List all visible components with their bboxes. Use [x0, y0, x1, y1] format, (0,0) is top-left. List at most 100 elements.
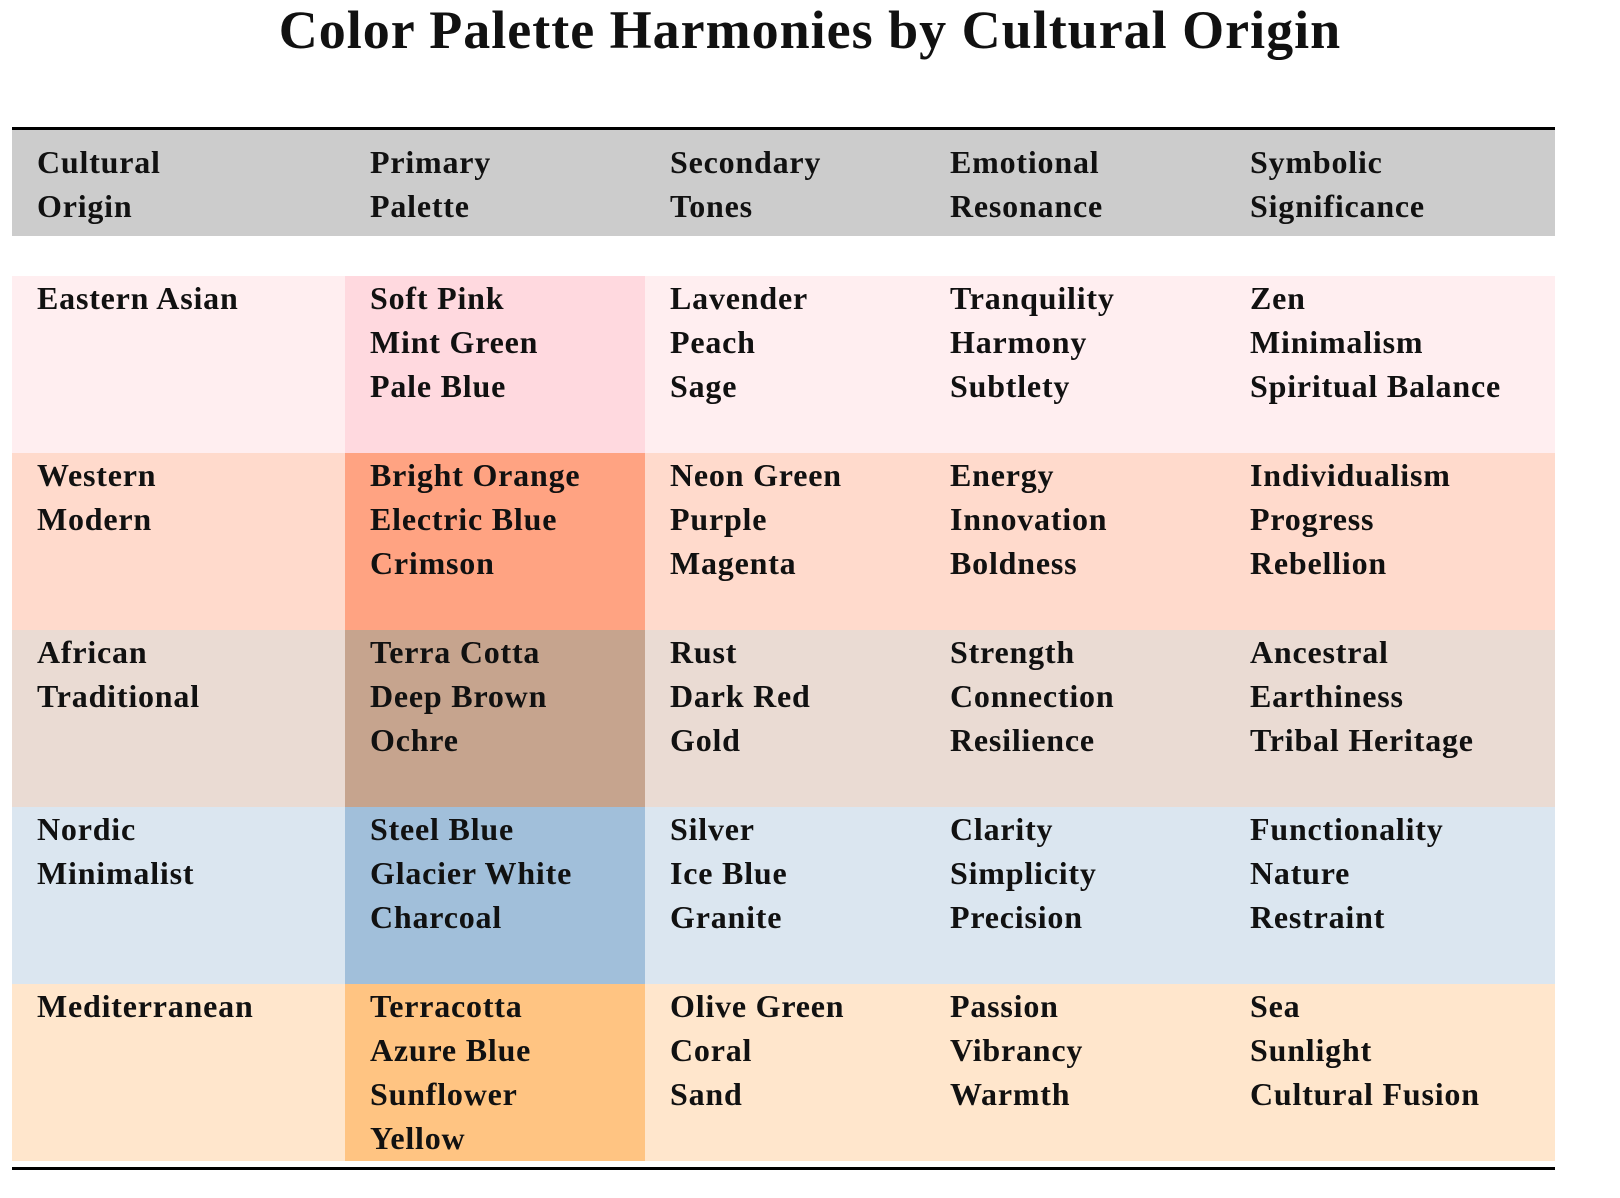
cell-item: Sage	[670, 368, 738, 404]
cell-item: Warmth	[950, 1076, 1071, 1112]
cell-item: Neon Green	[670, 457, 842, 493]
cell-item: Energy	[950, 457, 1055, 493]
header-text: Secondary Tones	[670, 144, 822, 224]
cell: Steel Blue Glacier White Charcoal	[345, 807, 645, 984]
cell-text: Nordic Minimalist	[37, 811, 195, 891]
row: Mediterranean Terracotta Azure Blue Sunflow…	[12, 984, 1555, 1161]
cell-item: Terracotta	[370, 988, 523, 1024]
cell: Functionality Nature Restraint	[1225, 807, 1555, 984]
cell-item: Innovation	[950, 501, 1108, 537]
cell-item: Individualism	[1250, 457, 1451, 493]
header-cell: Primary Palette	[345, 130, 645, 241]
cell: Neon Green Purple Magenta	[645, 453, 925, 630]
cell-item: Resilience	[950, 722, 1095, 758]
header-text: Cultural Origin	[37, 144, 161, 224]
header-cell: Secondary Tones	[645, 130, 925, 241]
end-spacer	[12, 1161, 1555, 1167]
header-text: Primary Palette	[370, 144, 492, 224]
cell-item: Magenta	[670, 545, 797, 581]
cell-item: Rebellion	[1250, 545, 1387, 581]
cell: Clarity Simplicity Precision	[925, 807, 1225, 984]
cell-item: Clarity	[950, 811, 1054, 847]
cell-item: Ancestral	[1250, 634, 1389, 670]
header-cell: Cultural Origin	[12, 130, 345, 241]
cell-item: Steel Blue	[370, 811, 514, 847]
cell-item: Connection	[950, 678, 1115, 714]
cell-item: Ice Blue	[670, 855, 788, 891]
cell: Bright Orange Electric Blue Crimson	[345, 453, 645, 630]
cell-item: Tranquility	[950, 280, 1115, 316]
cell-item: Tribal Heritage	[1250, 722, 1474, 758]
header-cell: Symbolic Significance	[1225, 130, 1555, 241]
cell-item: Cultural Fusion	[1250, 1076, 1480, 1112]
cell-item: Spiritual Balance	[1250, 368, 1501, 404]
spacer	[12, 261, 1555, 276]
cell: Strength Connection Resilience	[925, 630, 1225, 807]
cell-item: Bright Orange	[370, 457, 581, 493]
title: Color Palette Harmonies by Cultural Orig…	[278, 0, 1342, 60]
cell: Terracotta Azure Blue Sunflower Yellow	[345, 984, 645, 1161]
cell-item: Zen	[1250, 280, 1306, 316]
rule-cell	[12, 241, 1555, 262]
cell-item: Passion	[950, 988, 1059, 1024]
cell-item: Coral	[670, 1032, 753, 1068]
cell-item: Harmony	[950, 324, 1088, 360]
cell-text: Eastern Asian	[37, 280, 239, 316]
spacer-cell	[12, 261, 1555, 276]
cell-item: Minimalism	[1250, 324, 1424, 360]
cell: Lavender Peach Sage	[645, 276, 925, 453]
cell-item: Boldness	[950, 545, 1078, 581]
table: Cultural Origin Primary Palette Secondary …	[12, 130, 1555, 1167]
cell-item: Vibrancy	[950, 1032, 1084, 1068]
cell-item: Sea	[1250, 988, 1301, 1024]
cell-item: Mint Green	[370, 324, 539, 360]
cell-item: Olive Green	[670, 988, 845, 1024]
cell: Mediterranean	[12, 984, 345, 1161]
cell: Terra Cotta Deep Brown Ochre	[345, 630, 645, 807]
header: Cultural Origin Primary Palette Secondary …	[12, 130, 1555, 262]
cell-item: Azure Blue	[370, 1032, 532, 1068]
cell-item: Ochre	[370, 722, 459, 758]
cell-text: Mediterranean	[37, 988, 254, 1024]
cell-item: Gold	[670, 722, 741, 758]
cell-item: Glacier White	[370, 855, 573, 891]
cell-item: Functionality	[1250, 811, 1444, 847]
cell: Soft Pink Mint Green Pale Blue	[345, 276, 645, 453]
cell: Ancestral Earthiness Tribal Heritage	[1225, 630, 1555, 807]
table-frame: Cultural Origin Primary Palette Secondary …	[12, 127, 1555, 1170]
header-cell: Emotional Resonance	[925, 130, 1225, 241]
row: Western Modern Bright Orange Electric Blue…	[12, 453, 1555, 630]
cell-item: Terra Cotta	[370, 634, 541, 670]
cell-text: Western Modern	[37, 457, 157, 537]
cell-item: Nature	[1250, 855, 1351, 891]
cell-item: Simplicity	[950, 855, 1097, 891]
cell-item: Dark Red	[670, 678, 811, 714]
cell-item: Granite	[670, 899, 783, 935]
cell: Sea Sunlight Cultural Fusion	[1225, 984, 1555, 1161]
cell-item: Sunflower Yellow	[370, 1076, 518, 1156]
cell: Zen Minimalism Spiritual Balance	[1225, 276, 1555, 453]
cell: Passion Vibrancy Warmth	[925, 984, 1225, 1161]
cell-item: Soft Pink	[370, 280, 505, 316]
cell: Energy Innovation Boldness	[925, 453, 1225, 630]
cell: Nordic Minimalist	[12, 807, 345, 984]
cell-item: Crimson	[370, 545, 495, 581]
cell-item: Peach	[670, 324, 756, 360]
cell-item: Rust	[670, 634, 738, 670]
cell-item: Sand	[670, 1076, 743, 1112]
cell-item: Precision	[950, 899, 1083, 935]
cell: Olive Green Coral Sand	[645, 984, 925, 1161]
cell-item: Strength	[950, 634, 1075, 670]
cell-item: Pale Blue	[370, 368, 507, 404]
cell-item: Deep Brown	[370, 678, 548, 714]
cell-item: Restraint	[1250, 899, 1386, 935]
cell: Eastern Asian	[12, 276, 345, 453]
cell-item: Charcoal	[370, 899, 503, 935]
cell: Tranquility Harmony Subtlety	[925, 276, 1225, 453]
cell-item: Lavender	[670, 280, 808, 316]
cell-item: Electric Blue	[370, 501, 558, 537]
cell-item: Earthiness	[1250, 678, 1404, 714]
header-text: Symbolic Significance	[1250, 144, 1425, 224]
cell-text: African Traditional	[37, 634, 200, 714]
